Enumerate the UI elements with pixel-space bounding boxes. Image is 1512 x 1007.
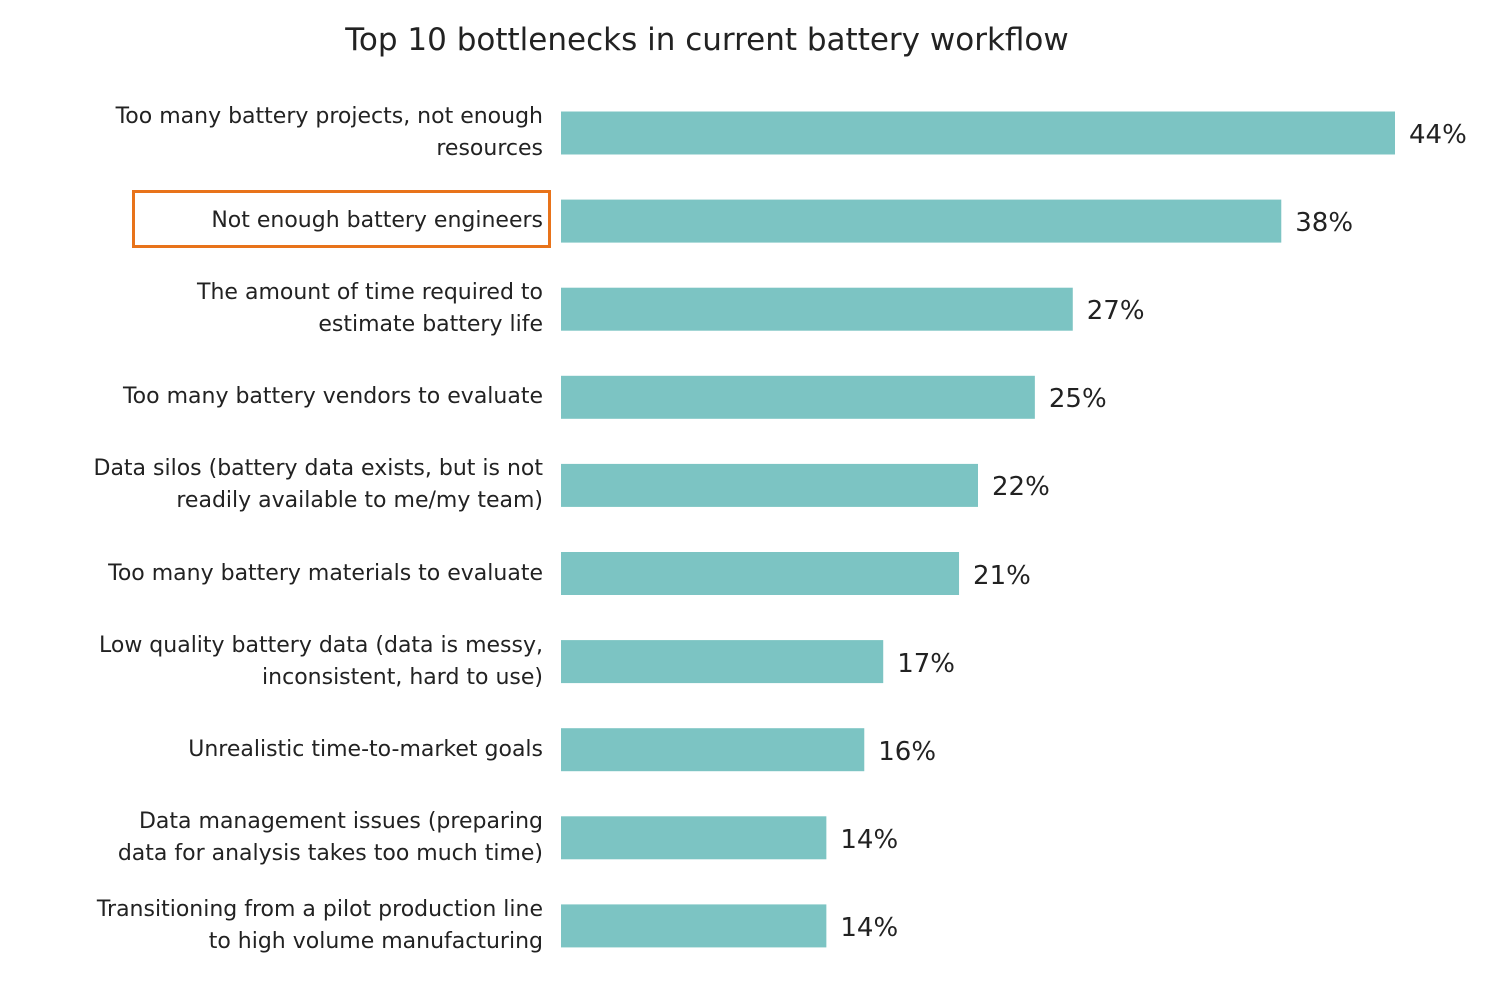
category-label: Too many battery materials to evaluate <box>108 560 543 586</box>
category-label: The amount of time required to estimate … <box>197 280 543 338</box>
bar <box>561 552 960 595</box>
category-label: Data silos (battery data exists, but is … <box>93 456 544 514</box>
value-label: 14% <box>840 824 899 855</box>
bar <box>561 728 865 772</box>
value-label: 16% <box>878 736 937 767</box>
bar <box>561 816 827 860</box>
bar <box>561 111 1395 155</box>
bar <box>561 904 827 948</box>
value-label: 21% <box>973 560 1031 591</box>
value-label: 25% <box>1048 384 1107 415</box>
chart-title: Top 10 bottlenecks in current battery wo… <box>345 22 1069 58</box>
value-label: 27% <box>1086 296 1145 327</box>
bar <box>561 463 978 507</box>
category-label: Not enough battery engineers <box>211 208 543 234</box>
bar <box>561 375 1035 419</box>
highlight-box <box>132 190 551 249</box>
category-label: Data management issues (preparing data f… <box>117 808 543 866</box>
bar <box>561 640 884 684</box>
bar <box>561 287 1073 331</box>
value-label: 22% <box>992 472 1050 503</box>
value-label: 38% <box>1295 208 1354 239</box>
category-label: Low quality battery data (data is messy,… <box>98 632 543 690</box>
value-label: 14% <box>840 912 899 943</box>
category-label: Too many battery vendors to evaluate <box>122 384 543 410</box>
value-label: 44% <box>1409 120 1467 150</box>
category-label: Unrealistic time-to-market goals <box>188 736 543 762</box>
value-label: 17% <box>897 648 956 679</box>
bar <box>561 199 1282 243</box>
category-label: Transitioning from a pilot production li… <box>96 896 543 954</box>
category-label: Too many battery projects, not enough re… <box>115 104 543 161</box>
